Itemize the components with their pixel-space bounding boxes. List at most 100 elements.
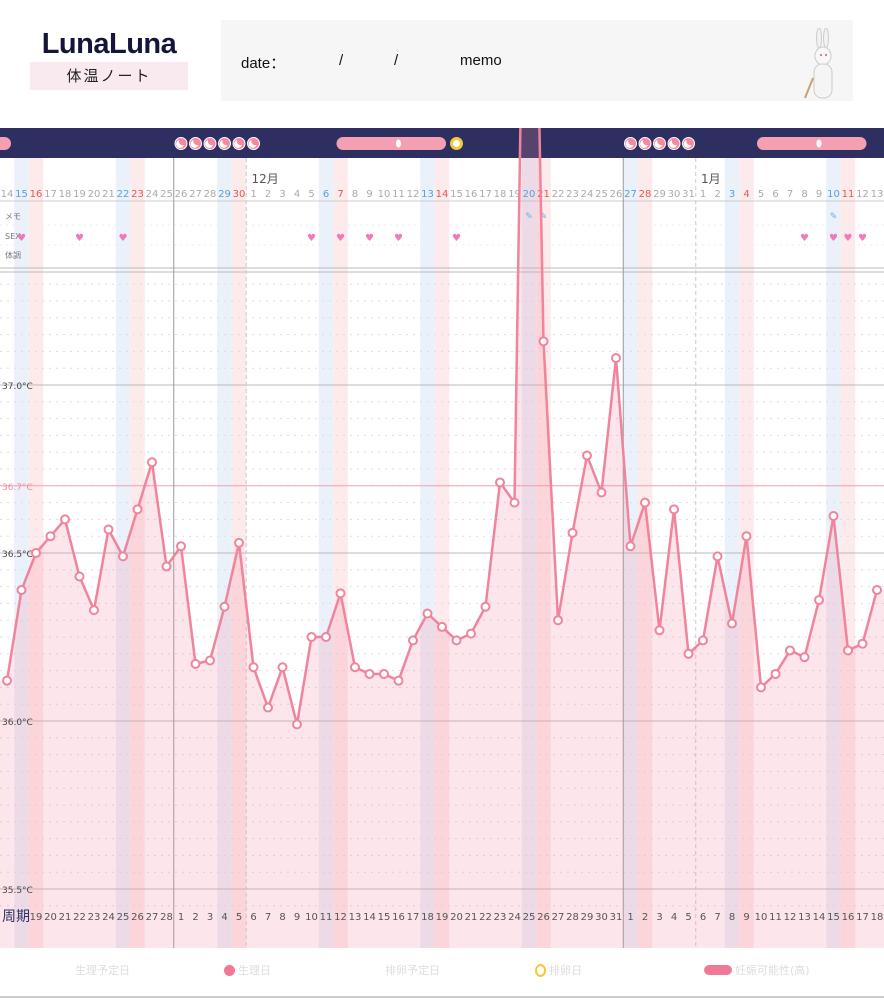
cycle-day-label: 24 xyxy=(508,912,521,923)
cycle-day-label: 21 xyxy=(59,912,72,923)
cycle-day-label: 19 xyxy=(30,912,43,923)
date-label: 11 xyxy=(842,189,855,200)
temperature-point xyxy=(466,628,476,639)
date-label: 4 xyxy=(294,189,300,200)
cycle-day-label: 9 xyxy=(743,912,749,923)
temperature-point xyxy=(698,635,708,646)
heart-icon: ♥ xyxy=(452,233,461,244)
date-label: 30 xyxy=(233,189,246,200)
cycle-day-label: 3 xyxy=(656,912,662,923)
date-label: 13 xyxy=(871,189,884,200)
temperature-point xyxy=(190,658,201,669)
heart-icon: ♥ xyxy=(307,233,316,244)
date-label: 27 xyxy=(624,189,637,200)
temperature-point xyxy=(625,541,636,552)
date-label: 8 xyxy=(801,189,807,200)
date-label: 20 xyxy=(88,189,101,200)
date-label: 19 xyxy=(508,189,521,200)
date-label: 13 xyxy=(421,189,434,200)
temperature-point xyxy=(263,702,273,713)
cycle-day-label: 27 xyxy=(146,912,159,923)
legend: 生理予定日 生理日 排卵予定日 排卵日 妊娠可能性(高) xyxy=(0,950,884,998)
date-label: 7 xyxy=(787,189,793,200)
temperature-point xyxy=(248,662,259,673)
moon-icon xyxy=(205,140,213,148)
legend-item: 妊娠可能性(高) xyxy=(704,962,810,978)
date-label: 23 xyxy=(566,189,579,200)
fertile-window-pill xyxy=(0,137,11,150)
moon-icon xyxy=(654,140,663,148)
cycle-day-label: 9 xyxy=(294,912,300,923)
date-label: 28 xyxy=(204,189,217,200)
date-label: 22 xyxy=(117,189,130,200)
condition-row-label: 体調 xyxy=(5,250,21,260)
cycle-day-label: 11 xyxy=(769,912,782,923)
date-label: 21 xyxy=(537,189,550,200)
date-label: 10 xyxy=(378,189,391,200)
temperature-point xyxy=(843,645,853,656)
temperature-point xyxy=(31,548,41,558)
temperature-point xyxy=(857,638,868,649)
temperature-point xyxy=(582,450,592,461)
temperature-point xyxy=(611,353,621,364)
date-label: 15 xyxy=(450,189,463,200)
y-axis-label: 36.7°C xyxy=(2,483,33,493)
cycle-day-label: 19 xyxy=(436,912,449,923)
cycle-day-label: 17 xyxy=(856,912,869,923)
temperature-point xyxy=(234,537,244,548)
pencil-icon: ✎ xyxy=(525,212,533,222)
month-label: 1月 xyxy=(701,172,721,186)
heart-icon: ♥ xyxy=(394,233,403,244)
temperature-point xyxy=(669,504,679,515)
moon-icon xyxy=(669,140,677,148)
temperature-point xyxy=(393,675,404,686)
temperature-chart[interactable]: 37.0°C36.7°C36.5°C36.0°C35.5°C14 15 16 17 18… xyxy=(0,0,884,950)
legend-item: 排卵予定日 xyxy=(385,962,440,978)
temperature-point xyxy=(74,571,85,582)
date-label: 9 xyxy=(816,189,822,200)
heart-icon: ♥ xyxy=(17,233,26,244)
legend-label: 生理日 xyxy=(238,964,271,977)
date-label: 18 xyxy=(494,189,507,200)
fertile-window-pill xyxy=(757,137,867,150)
cycle-day-label: 1 xyxy=(627,912,633,923)
moon-icon xyxy=(640,140,648,148)
temperature-point xyxy=(2,675,12,686)
legend-label: 排卵予定日 xyxy=(385,964,440,977)
date-label: 24 xyxy=(581,189,594,200)
temperature-point xyxy=(292,719,302,730)
cycle-day-label: 23 xyxy=(494,912,507,923)
date-label: 12 xyxy=(407,189,420,200)
y-axis-label: 36.0°C xyxy=(2,718,33,728)
y-axis-label: 36.5°C xyxy=(2,550,33,560)
date-label: 26 xyxy=(610,189,623,200)
temperature-point xyxy=(495,477,505,488)
temperature-point xyxy=(16,584,27,595)
drop-icon xyxy=(396,139,401,148)
cycle-day-label: 4 xyxy=(221,912,227,923)
temperature-point xyxy=(364,668,375,679)
date-label: 21 xyxy=(102,189,115,200)
moon-icon xyxy=(234,140,242,148)
temperature-point xyxy=(103,524,114,535)
temperature-point xyxy=(509,497,520,508)
moon-icon xyxy=(683,140,692,148)
temperature-point xyxy=(321,632,331,642)
cycle-day-label: 31 xyxy=(610,912,623,923)
logo-text: LunaLuna xyxy=(41,28,177,60)
logo-subtitle: 体温ノート xyxy=(30,62,188,90)
date-label: 24 xyxy=(146,189,159,200)
temperature-point xyxy=(785,645,795,656)
cycle-day-label: 8 xyxy=(729,912,735,923)
memo-label: memo xyxy=(460,52,502,69)
temperature-point xyxy=(379,668,389,679)
date-label: 2 xyxy=(714,189,720,200)
heart-icon: ♥ xyxy=(800,233,809,244)
cycle-day-label: 20 xyxy=(450,912,463,923)
temperature-point xyxy=(553,615,563,626)
month-label: 12月 xyxy=(252,172,279,186)
date-label: 5 xyxy=(758,189,764,200)
y-axis-label: 35.5°C xyxy=(2,886,33,896)
cycle-day-label: 4 xyxy=(671,912,677,923)
pencil-icon: ✎ xyxy=(830,212,838,222)
